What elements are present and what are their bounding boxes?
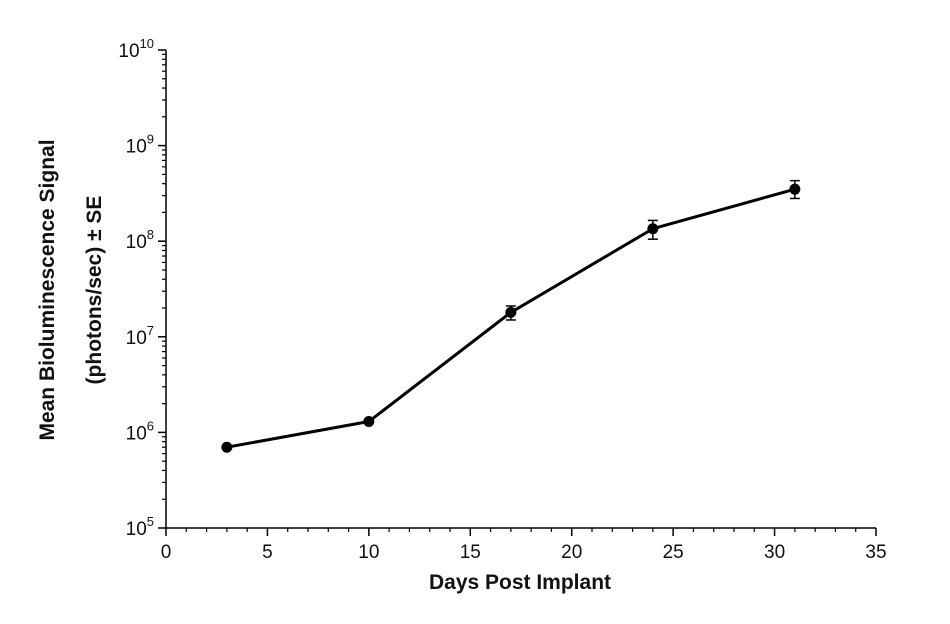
data-point <box>363 416 375 428</box>
data-point <box>505 306 517 318</box>
y-tick-label: 1010 <box>118 36 154 62</box>
y-tick-label: 106 <box>126 418 154 444</box>
x-tick-label: 20 <box>561 542 582 563</box>
x-tick-label: 10 <box>358 542 379 563</box>
data-point <box>647 223 659 235</box>
x-tick-label: 35 <box>865 542 886 563</box>
y-axis-title-line1: Mean Bioluminescence Signal <box>36 139 59 440</box>
y-tick-label: 108 <box>126 227 154 253</box>
series-group <box>221 179 801 453</box>
x-tick-label: 30 <box>764 542 785 563</box>
axes: 0 5 10 15 20 25 30 35 105 106 107 108 109 1010 <box>118 36 886 563</box>
y-tick-label: 109 <box>126 132 154 158</box>
y-tick-label: 105 <box>126 514 154 540</box>
y-tick-label: 107 <box>126 323 154 349</box>
data-point <box>221 441 233 453</box>
x-tick-label: 5 <box>262 542 273 563</box>
x-tick-label: 25 <box>663 542 684 563</box>
x-tick-label: 0 <box>161 542 172 563</box>
x-axis-title: Days Post Implant <box>429 571 611 594</box>
data-point <box>789 183 801 195</box>
y-axis-title-line2: (photons/sec) ± SE <box>83 196 106 385</box>
x-tick-label: 15 <box>460 542 481 563</box>
